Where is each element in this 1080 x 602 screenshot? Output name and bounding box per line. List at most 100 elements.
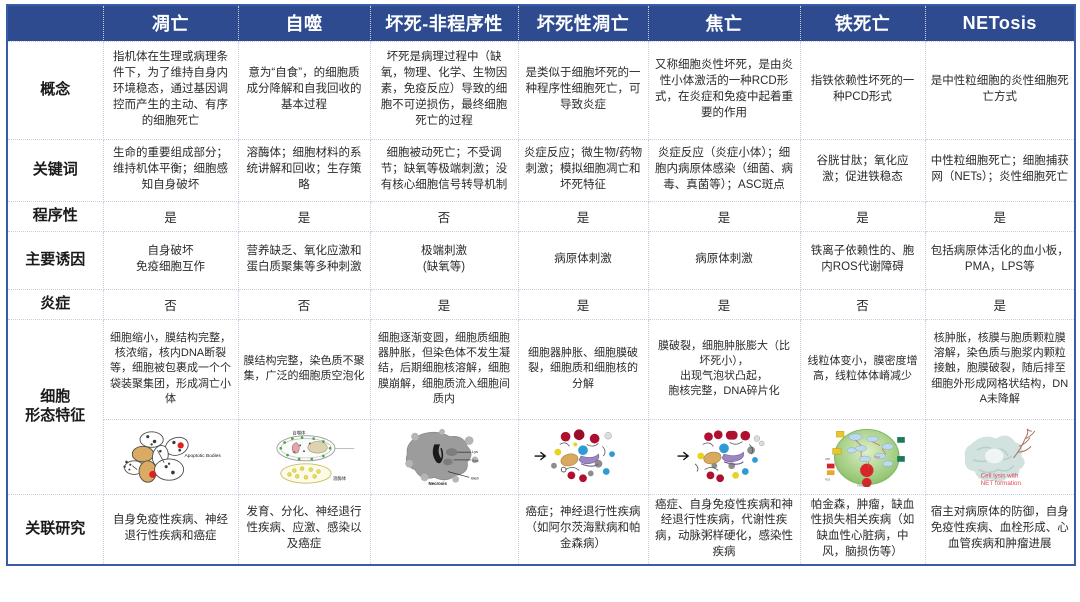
figure-cell-apoptosis: Apoptotic Bodies xyxy=(102,418,239,495)
cell-triggers-autophagy: 营养缺乏、氧化应激和蛋白质聚集等多种刺激 xyxy=(237,230,371,290)
ferroptosis-figure: GSH ROS Ferroptosis xyxy=(806,423,920,491)
cell-keywords-ferroptosis: 谷胱甘肽；氧化应激；促进铁稳态 xyxy=(799,138,926,202)
cell-programmed-apoptosis: 是 xyxy=(102,200,239,232)
cell-concept-necrosis: 坏死是病理过程中（缺氧，物理、化学、生物因素，免疫反应）导致的细胞不可逆损伤，最… xyxy=(369,40,519,140)
figure-cell-ferroptosis: GSH ROS Ferroptosis xyxy=(799,418,926,495)
svg-text:GSH: GSH xyxy=(825,457,831,460)
row-header-triggers: 主要诱因 xyxy=(6,230,104,290)
cell-inflammation-autophagy: 否 xyxy=(237,288,371,320)
necroptosis-figure xyxy=(524,423,643,491)
column-header-necrosis: 坏死-非程序性 xyxy=(369,4,519,42)
table-row-concept: 概念 指机体在生理或病理条件下，为了维持自身内环境稳态，通过基因调控而产生的主动… xyxy=(6,40,1076,140)
autophagy-figure: 自噬体 xyxy=(244,423,365,491)
cell-triggers-necroptosis: 病原体刺激 xyxy=(517,230,649,290)
cell-related-necroptosis: 癌症；神经退行性疾病（如阿尔茨海默病和帕金森病） xyxy=(517,493,649,566)
header-row: 凋亡 自噬 坏死-非程序性 坏死性凋亡 焦亡 铁死亡 NETosis xyxy=(6,4,1076,42)
cell-keywords-autophagy: 溶酶体；细胞材料的系统讲解和回收；生存策略 xyxy=(237,138,371,202)
cell-programmed-pyroptosis: 是 xyxy=(647,200,801,232)
figure-cell-netosis: Cell lysis with NET formation xyxy=(924,418,1076,495)
cell-related-ferroptosis: 帕金森，肿瘤，缺血性损失相关疾病（如缺血性心脏病，中风，脑损伤等） xyxy=(799,493,926,566)
table-row-triggers: 主要诱因 自身破坏 免疫细胞互作 营养缺乏、氧化应激和蛋白质聚集等多种刺激 极端… xyxy=(6,230,1076,290)
cell-concept-netosis: 是中性粒细胞的炎性细胞死亡方式 xyxy=(924,40,1076,140)
cell-programmed-necrosis: 否 xyxy=(369,200,519,232)
cell-programmed-necroptosis: 是 xyxy=(517,200,649,232)
cell-related-apoptosis: 自身免疫性疾病、神经退行性疾病和癌症 xyxy=(102,493,239,566)
row-header-keywords: 关键词 xyxy=(6,138,104,202)
cell-inflammation-pyroptosis: 是 xyxy=(647,288,801,320)
figure-caption: Necrosis xyxy=(429,481,448,486)
cell-inflammation-apoptosis: 否 xyxy=(102,288,239,320)
row-header-morphology: 细胞 形态特征 xyxy=(6,318,104,495)
figure-caption-line2: NET formation xyxy=(980,480,1021,487)
cell-inflammation-netosis: 是 xyxy=(924,288,1076,320)
row-header-concept: 概念 xyxy=(6,40,104,140)
figure-caption: Apoptotic Bodies xyxy=(184,453,221,459)
svg-text:Bleb: Bleb xyxy=(471,475,479,480)
table-row-keywords: 关键词 生命的重要组成部分；维持机体平衡；细胞感知自身破坏 溶酶体；细胞材料的系… xyxy=(6,138,1076,202)
cell-keywords-necrosis: 细胞被动死亡；不受调节；缺氧等极端刺激；没有核心细胞信号转导机制 xyxy=(369,138,519,202)
cell-morphology-autophagy: 膜结构完整，染色质不聚集，广泛的细胞质空泡化 xyxy=(237,318,371,420)
svg-text:Ferroptosis: Ferroptosis xyxy=(857,484,870,487)
figure-caption-line1: Cell lysis with xyxy=(980,472,1018,479)
netosis-figure: Cell lysis with NET formation xyxy=(931,423,1070,491)
table-row-related-research: 关联研究 自身免疫性疾病、神经退行性疾病和癌症 发育、分化、神经退行性疾病、应激… xyxy=(6,493,1076,566)
pyroptosis-figure xyxy=(654,423,795,491)
svg-text:ROS: ROS xyxy=(825,478,831,481)
apoptotic-bodies-figure: Apoptotic Bodies xyxy=(109,423,233,491)
figure-caption-bottom: 溶酶体 xyxy=(333,475,347,482)
table-row-inflammation: 炎症 否 否 是 是 是 否 是 xyxy=(6,288,1076,320)
cell-concept-necroptosis: 是类似于细胞坏死的一种程序性细胞死亡，可导致炎症 xyxy=(517,40,649,140)
cell-concept-apoptosis: 指机体在生理或病理条件下，为了维持自身内环境稳态，通过基因调控而产生的主动、有序… xyxy=(102,40,239,140)
table-header: 凋亡 自噬 坏死-非程序性 坏死性凋亡 焦亡 铁死亡 NETosis xyxy=(6,4,1076,42)
cell-morphology-ferroptosis: 线粒体变小，膜密度增高，线粒体体嵴减少 xyxy=(799,318,926,420)
cell-concept-pyroptosis: 又称细胞炎性坏死，是由炎性小体激活的一种RCD形式，在炎症和免疫中起着重要的作用 xyxy=(647,40,801,140)
row-header-programmed: 程序性 xyxy=(6,200,104,232)
row-header-related-research: 关联研究 xyxy=(6,493,104,566)
necrosis-figure: Lys Sec Bleb Necrosis xyxy=(376,423,513,491)
cell-programmed-netosis: 是 xyxy=(924,200,1076,232)
cell-concept-ferroptosis: 指铁依赖性坏死的一种PCD形式 xyxy=(799,40,926,140)
table-corner-cell xyxy=(6,4,104,42)
cell-morphology-netosis: 核肿胀，核膜与胞质颗粒膜溶解，染色质与胞浆内颗粒接触，胞膜破裂，随后排至细胞外形… xyxy=(924,318,1076,420)
row-header-inflammation: 炎症 xyxy=(6,288,104,320)
cell-related-necrosis xyxy=(369,493,519,566)
cell-related-pyroptosis: 癌症、自身免疫性疾病和神经退行性疾病，代谢性疾病，动脉粥样硬化，感染性疾病 xyxy=(647,493,801,566)
cell-keywords-apoptosis: 生命的重要组成部分；维持机体平衡；细胞感知自身破坏 xyxy=(102,138,239,202)
cell-death-comparison-table: 凋亡 自噬 坏死-非程序性 坏死性凋亡 焦亡 铁死亡 NETosis 概念 指机… xyxy=(6,4,1076,566)
figure-cell-pyroptosis xyxy=(647,418,801,495)
cell-programmed-autophagy: 是 xyxy=(237,200,371,232)
cell-morphology-pyroptosis: 膜破裂，细胞肿胀膨大（比坏死小）， 出现气泡状凸起， 胞核完整，DNA碎片化 xyxy=(647,318,801,420)
column-header-pyroptosis: 焦亡 xyxy=(647,4,801,42)
column-header-necroptosis: 坏死性凋亡 xyxy=(517,4,649,42)
cell-morphology-apoptosis: 细胞缩小，膜结构完整，核浓缩，核内DNA断裂等，细胞被包裹成一个个袋装聚集团，形… xyxy=(102,318,239,420)
cell-triggers-apoptosis: 自身破坏 免疫细胞互作 xyxy=(102,230,239,290)
svg-text:Lys: Lys xyxy=(472,449,478,454)
figure-caption-top: 自噬体 xyxy=(292,429,306,436)
cell-concept-autophagy: 意为“自食”，的细胞质成分降解和自我回收的基本过程 xyxy=(237,40,371,140)
figure-cell-necrosis: Lys Sec Bleb Necrosis xyxy=(369,418,519,495)
cell-inflammation-necroptosis: 是 xyxy=(517,288,649,320)
cell-triggers-netosis: 包括病原体活化的血小板，PMA，LPS等 xyxy=(924,230,1076,290)
figure-cell-necroptosis xyxy=(517,418,649,495)
column-header-ferroptosis: 铁死亡 xyxy=(799,4,926,42)
table-row-programmed: 程序性 是 是 否 是 是 是 是 xyxy=(6,200,1076,232)
cell-programmed-ferroptosis: 是 xyxy=(799,200,926,232)
table-row-morphology: 细胞 形态特征 细胞缩小，膜结构完整，核浓缩，核内DNA断裂等，细胞被包裹成一个… xyxy=(6,318,1076,495)
cell-morphology-necrosis: 细胞逐渐变圆，细胞质细胞器肿胀，但染色体不发生凝结，后期细胞核溶解，细胞膜崩解，… xyxy=(369,318,519,420)
column-header-autophagy: 自噬 xyxy=(237,4,371,42)
cell-inflammation-necrosis: 是 xyxy=(369,288,519,320)
column-header-netosis: NETosis xyxy=(924,4,1076,42)
figure-cell-autophagy: 自噬体 xyxy=(237,418,371,495)
cell-morphology-necroptosis: 细胞器肿胀、细胞膜破裂，细胞质和细胞核的分解 xyxy=(517,318,649,420)
table-body: 概念 指机体在生理或病理条件下，为了维持自身内环境稳态，通过基因调控而产生的主动… xyxy=(6,40,1076,566)
svg-text:Sec: Sec xyxy=(472,457,479,462)
cell-related-autophagy: 发育、分化、神经退行性疾病、应激、感染以及癌症 xyxy=(237,493,371,566)
column-header-apoptosis: 凋亡 xyxy=(102,4,239,42)
cell-keywords-pyroptosis: 炎症反应（炎症小体）；细胞内病原体感染（细菌、病毒、真菌等）；ASC斑点 xyxy=(647,138,801,202)
cell-keywords-netosis: 中性粒细胞死亡；细胞捕获网（NETs）；炎性细胞死亡 xyxy=(924,138,1076,202)
cell-keywords-necroptosis: 炎症反应；微生物/药物刺激；模拟细胞凋亡和坏死特征 xyxy=(517,138,649,202)
cell-related-netosis: 宿主对病原体的防御，自身免疫性疾病、血栓形成、心血管疾病和肿瘤进展 xyxy=(924,493,1076,566)
cell-inflammation-ferroptosis: 否 xyxy=(799,288,926,320)
cell-triggers-pyroptosis: 病原体刺激 xyxy=(647,230,801,290)
